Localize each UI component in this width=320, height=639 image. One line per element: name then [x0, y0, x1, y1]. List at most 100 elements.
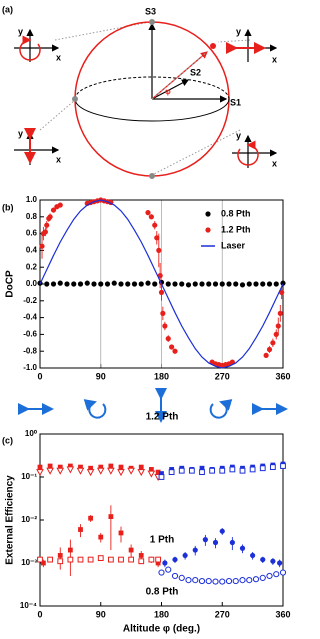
polarization-icons	[18, 388, 288, 423]
x-tick-label: 270	[215, 371, 230, 381]
point	[148, 467, 154, 472]
y-tick-label: 10⁰	[25, 429, 38, 438]
point	[50, 207, 57, 213]
point	[152, 281, 158, 287]
legend-label: 0.8 Pth	[221, 208, 251, 218]
x-axis-title: Altitude φ (deg.)	[123, 624, 200, 635]
point	[169, 344, 175, 350]
point	[157, 273, 163, 279]
x-tick-label: 90	[96, 609, 106, 619]
point	[71, 281, 77, 287]
point	[179, 281, 185, 287]
point	[182, 552, 188, 559]
point	[154, 235, 160, 241]
point	[67, 463, 73, 469]
point	[77, 281, 84, 287]
point	[37, 556, 43, 563]
point	[259, 465, 266, 472]
series-line	[39, 199, 284, 369]
x-tick-label: 0	[37, 371, 42, 381]
point	[36, 469, 44, 477]
point	[145, 210, 151, 216]
point	[172, 556, 178, 563]
point	[199, 469, 205, 476]
point	[225, 577, 233, 585]
axis-label: S3	[145, 6, 156, 16]
point	[273, 571, 280, 578]
x-tick-label: 180	[154, 609, 169, 619]
point	[98, 464, 104, 470]
y-tick-label: 0.8	[26, 212, 38, 221]
axis-label: y	[18, 26, 23, 36]
point	[233, 281, 239, 287]
point	[39, 243, 45, 249]
point	[229, 539, 235, 546]
point	[108, 463, 114, 469]
point	[160, 310, 166, 316]
y-tick-label: -0.2	[23, 296, 37, 305]
point	[266, 346, 273, 353]
point	[205, 211, 211, 217]
y-axis-title: DoCP	[5, 270, 16, 298]
point	[172, 348, 178, 354]
point	[226, 281, 232, 287]
point	[165, 566, 172, 573]
point	[162, 323, 168, 329]
x-tick-label: 180	[154, 371, 169, 381]
point	[44, 281, 50, 287]
x-tick-label: 360	[275, 609, 290, 619]
point	[253, 281, 259, 287]
point	[273, 331, 279, 337]
legend-label: 1.2 Pth	[221, 224, 251, 234]
point	[138, 558, 145, 565]
point	[165, 336, 171, 342]
point	[185, 577, 192, 584]
point	[260, 556, 266, 563]
point	[206, 281, 212, 287]
axis-label: y	[18, 128, 23, 138]
point	[44, 222, 50, 228]
axis-label: S1	[230, 97, 241, 107]
point	[249, 466, 256, 473]
point	[56, 467, 65, 475]
point	[91, 281, 97, 287]
y-tick-label: 0.4	[26, 246, 38, 255]
axis-label: x	[272, 158, 277, 168]
point	[57, 280, 63, 286]
point	[156, 247, 162, 253]
y-axis-title: External Efficiency	[5, 475, 16, 565]
point	[198, 577, 206, 585]
point	[152, 222, 158, 228]
point	[158, 289, 165, 295]
point	[87, 556, 94, 563]
point	[128, 547, 134, 553]
point	[97, 555, 104, 562]
point	[192, 577, 199, 584]
point	[205, 577, 212, 585]
point	[239, 545, 246, 551]
point	[260, 281, 266, 287]
point	[37, 464, 43, 470]
point	[111, 280, 117, 286]
point	[165, 281, 171, 287]
point	[168, 469, 175, 476]
point	[118, 530, 124, 536]
point	[212, 281, 219, 287]
point	[118, 281, 124, 287]
point	[125, 281, 131, 287]
point	[127, 467, 135, 475]
state-point	[210, 43, 216, 49]
point	[46, 467, 54, 475]
x-tick-label: 360	[275, 371, 290, 381]
point	[269, 464, 276, 470]
point	[77, 556, 84, 563]
projection	[151, 51, 208, 100]
point	[78, 527, 83, 532]
point	[131, 281, 138, 287]
point	[205, 227, 211, 233]
point	[239, 467, 246, 474]
pol-icon: y x	[14, 128, 61, 165]
point	[232, 577, 239, 585]
point	[277, 560, 283, 566]
point	[155, 560, 161, 566]
